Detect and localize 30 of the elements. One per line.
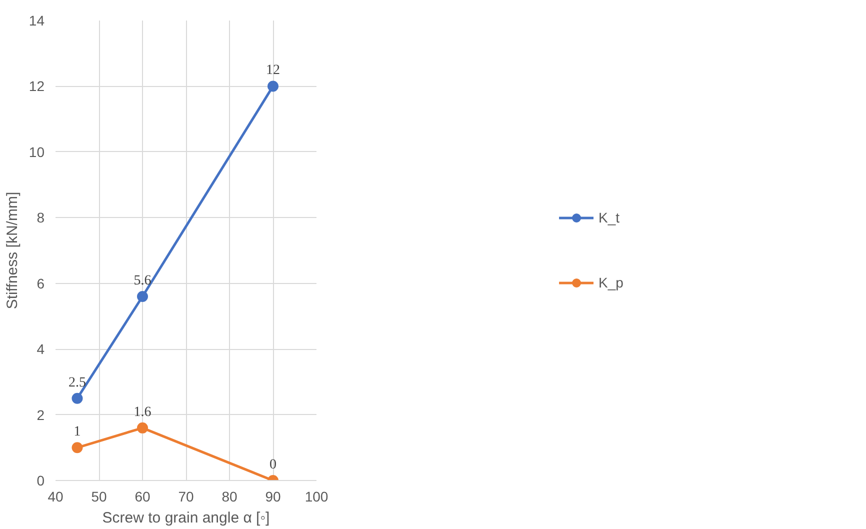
y-tick-label: 14 (28, 12, 45, 28)
x-tick-label: 100 (304, 488, 328, 504)
data-label: 12 (266, 63, 280, 78)
x-tick-label: 90 (265, 488, 281, 504)
y-tick-label: 8 (36, 210, 45, 226)
point (137, 422, 148, 434)
x-tick-label: 40 (48, 488, 64, 504)
x-tick-label: 70 (178, 488, 194, 504)
x-axis-title: Screw to grain angle α [◦] (102, 510, 270, 526)
y-tick-label: 2 (36, 406, 45, 423)
point (268, 80, 278, 92)
x-tick-label: 80 (222, 488, 238, 504)
data-label: 2.5 (68, 375, 86, 390)
point (72, 442, 83, 454)
legend-label: K_p (598, 274, 624, 290)
data-label: 0 (270, 458, 276, 472)
y-tick-label: 6 (36, 275, 45, 292)
y-tick-label: 4 (36, 341, 45, 358)
y-tick-label: 0 (36, 472, 45, 488)
data-label: 1 (74, 424, 81, 440)
point (137, 291, 148, 302)
y-axis-title: Stiffness [kN/mm] (4, 192, 21, 310)
x-tick-label: 50 (91, 488, 107, 504)
point (72, 392, 83, 404)
data-label: 1.6 (134, 404, 152, 420)
legend-label: K_t (598, 210, 620, 226)
data-label: 5.6 (134, 274, 152, 288)
y-tick-label: 10 (28, 144, 45, 160)
x-tick-label: 60 (134, 488, 150, 504)
y-tick-label: 12 (28, 78, 45, 94)
